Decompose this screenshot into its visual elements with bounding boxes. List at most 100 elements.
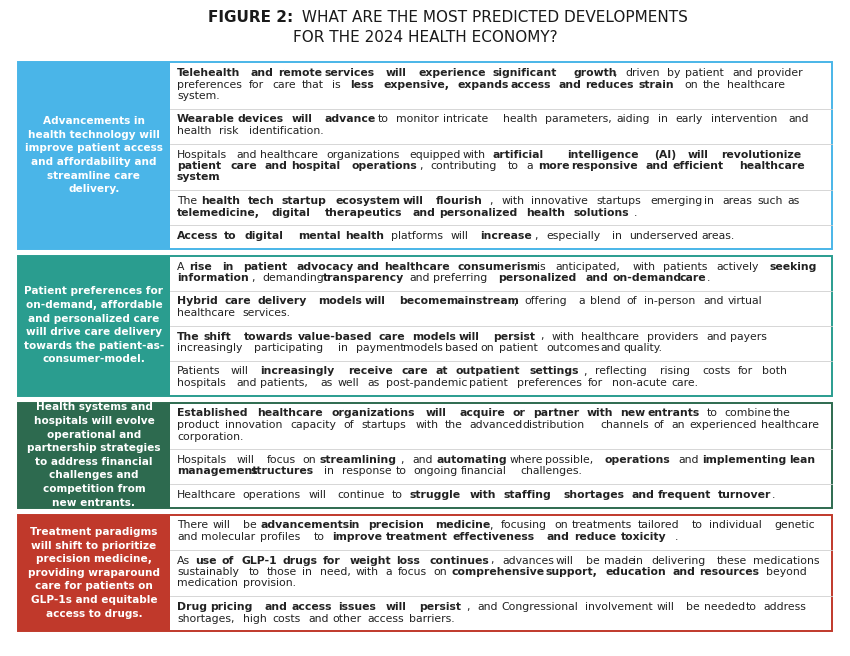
Text: ongoing: ongoing [413,466,457,476]
Text: toxicity: toxicity [620,532,666,542]
Text: healthcare: healthcare [383,262,450,272]
Text: shift: shift [204,331,231,342]
Text: patient: patient [469,378,507,388]
Text: devices: devices [237,115,284,125]
Text: patient: patient [499,343,537,353]
Text: ,: , [540,331,543,342]
Text: therapeutics: therapeutics [325,207,402,218]
Text: Hybrid: Hybrid [177,297,218,306]
Text: and: and [264,602,287,612]
Text: healthcare: healthcare [761,420,819,430]
Text: new: new [620,409,645,419]
Text: .: . [674,532,677,542]
Text: medication: medication [177,579,238,588]
Text: demanding: demanding [263,273,325,283]
Text: advance: advance [325,115,376,125]
Text: remote: remote [278,68,322,78]
Text: A: A [177,262,184,272]
Text: access: access [292,602,332,612]
Bar [18,403,832,508]
Text: medications: medications [752,556,819,565]
Text: will: will [656,602,674,612]
Text: health: health [201,196,240,206]
Text: the: the [773,409,790,419]
Text: a: a [386,567,392,577]
Text: will: will [230,367,248,377]
Text: individual: individual [709,520,762,531]
Text: ,: , [419,161,422,171]
Text: The: The [177,196,197,206]
Text: an: an [672,420,685,430]
Text: and: and [586,273,609,283]
Text: with: with [470,490,496,500]
Bar [18,62,170,249]
Text: FIGURE 2:: FIGURE 2: [208,10,293,25]
Text: with: with [632,262,655,272]
Bar [18,62,832,249]
Text: well: well [337,378,360,388]
Text: underserved: underserved [630,231,699,241]
Text: improve: improve [332,532,382,542]
Text: health: health [526,207,565,218]
Text: in: in [337,343,348,353]
Text: and: and [558,79,581,89]
Text: focus: focus [266,455,296,465]
Text: will: will [236,455,254,465]
Text: will: will [385,68,406,78]
Text: will: will [426,409,446,419]
Text: will: will [556,556,574,565]
Text: significant: significant [493,68,557,78]
Text: advances: advances [502,556,554,565]
Text: (AI): (AI) [654,150,676,159]
Text: preferring: preferring [433,273,487,283]
Text: intervention: intervention [711,115,778,125]
Text: areas.: areas. [701,231,734,241]
Text: will: will [308,490,326,500]
Text: of: of [654,420,665,430]
Text: needed: needed [704,602,745,612]
Text: such: such [757,196,783,206]
Text: FOR THE 2024 HEALTH ECONOMY?: FOR THE 2024 HEALTH ECONOMY? [292,30,558,45]
Text: at: at [435,367,448,377]
Text: shortages: shortages [564,490,625,500]
Text: and: and [706,331,727,342]
Text: Wearable: Wearable [177,115,235,125]
Text: on: on [554,520,568,531]
Text: tech: tech [248,196,275,206]
Text: and: and [789,115,809,125]
Text: experienced: experienced [689,420,756,430]
Text: with: with [586,409,613,419]
Text: increasingly: increasingly [177,343,242,353]
Bar [18,514,170,631]
Text: for: for [322,556,340,565]
Text: expensive,: expensive, [383,79,450,89]
Text: especially: especially [547,231,600,241]
Text: with: with [552,331,575,342]
Text: frequent: frequent [658,490,711,500]
Text: healthcare: healthcare [581,331,639,342]
Text: aiding: aiding [616,115,649,125]
Text: ,: , [490,556,494,565]
Text: emerging: emerging [650,196,703,206]
Text: care: care [680,273,706,283]
Text: care: care [378,331,405,342]
Text: increase: increase [480,231,532,241]
Text: is: is [537,262,546,272]
Text: growth: growth [573,68,617,78]
Text: based: based [445,343,478,353]
Text: hospitals: hospitals [177,378,226,388]
Text: of: of [344,420,354,430]
Text: receive: receive [348,367,393,377]
Text: and: and [600,343,620,353]
Text: advancements: advancements [260,520,349,531]
Text: molecular: molecular [201,532,255,542]
Text: operations: operations [352,161,417,171]
Text: of: of [626,297,637,306]
Text: need,: need, [320,567,351,577]
Text: product: product [177,420,219,430]
Text: seeking: seeking [770,262,817,272]
Text: healthcare: healthcare [260,150,319,159]
Text: be: be [586,556,599,565]
Text: consumerism: consumerism [457,262,539,272]
Text: treatment: treatment [386,532,447,542]
